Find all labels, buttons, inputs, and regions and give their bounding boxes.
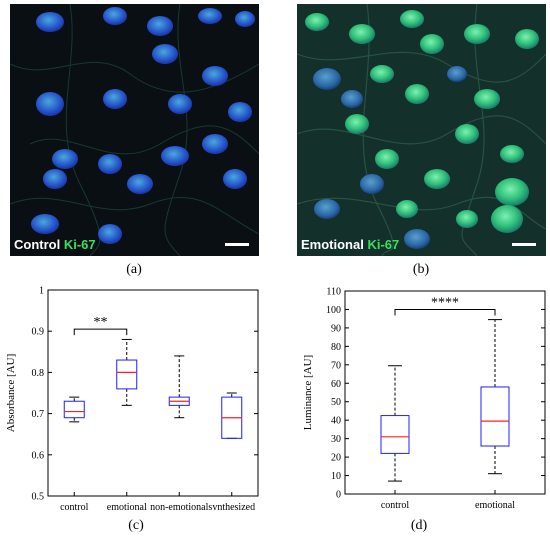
y-tick-label: 1 <box>39 286 44 297</box>
significance-label: ** <box>94 315 108 330</box>
x-tick-label: emotional <box>107 502 147 510</box>
y-tick-label: 60 <box>331 379 341 390</box>
y-tick-label: 0.5 <box>32 492 45 503</box>
y-tick-label: 10 <box>331 471 341 482</box>
y-tick-label: 30 <box>331 434 341 445</box>
scale-bar <box>512 243 536 246</box>
x-tick-label: control <box>381 500 410 510</box>
x-tick-label: synthesized <box>208 502 255 510</box>
emotional-label: Emotional Ki-67 <box>301 237 400 252</box>
y-tick-label: 0.6 <box>32 450 45 461</box>
micrograph-control: Control Ki-67 <box>10 4 259 256</box>
y-tick-label: 0.9 <box>32 327 45 338</box>
micrograph-emotional: Emotional Ki-67 <box>297 4 546 256</box>
y-tick-label: 0.8 <box>32 368 45 379</box>
significance-label: **** <box>431 295 459 310</box>
caption-c: (c) <box>128 518 144 533</box>
box-iqr <box>116 359 138 390</box>
scale-bar <box>225 243 249 246</box>
y-tick-label: 0 <box>336 490 341 501</box>
y-tick-label: 80 <box>331 342 341 353</box>
x-tick-label: control <box>60 502 89 510</box>
y-tick-label: 20 <box>331 453 341 464</box>
absorbance-boxplot: 0.5 0.6 0.7 0.8 0.9 1 control emotional non-emot… <box>5 286 259 510</box>
significance-bracket <box>394 308 496 316</box>
y-tick-label: 40 <box>331 416 341 427</box>
y-axis-label: Luminance [AU] <box>302 355 314 430</box>
y-tick-label: 100 <box>326 305 341 316</box>
caption-d: (d) <box>410 518 428 533</box>
x-tick-label: emotional <box>475 500 515 510</box>
axes-frame <box>344 290 546 495</box>
caption-a: (a) <box>126 262 142 277</box>
significance-bracket <box>73 328 128 336</box>
box-iqr <box>63 400 85 419</box>
luminance-boxplot: 0 10 20 30 40 50 60 70 80 90 100 110 control emotiona… <box>302 287 546 510</box>
axes-frame <box>47 289 259 497</box>
y-tick-label: 110 <box>326 287 341 298</box>
control-nuclei-image <box>10 4 259 256</box>
x-tick-label: non-emotional <box>150 502 209 510</box>
y-tick-label: 0.7 <box>32 409 45 420</box>
y-tick-label: 90 <box>331 323 341 334</box>
control-label: Control Ki-67 <box>14 237 96 252</box>
box-iqr <box>380 415 410 454</box>
y-tick-label: 50 <box>331 397 341 408</box>
box-iqr <box>480 386 510 447</box>
caption-b: (b) <box>412 262 430 277</box>
y-tick-label: 70 <box>331 360 341 371</box>
emotional-nuclei-image <box>297 4 546 256</box>
y-axis-label: Absorbance [AU] <box>5 354 17 433</box>
